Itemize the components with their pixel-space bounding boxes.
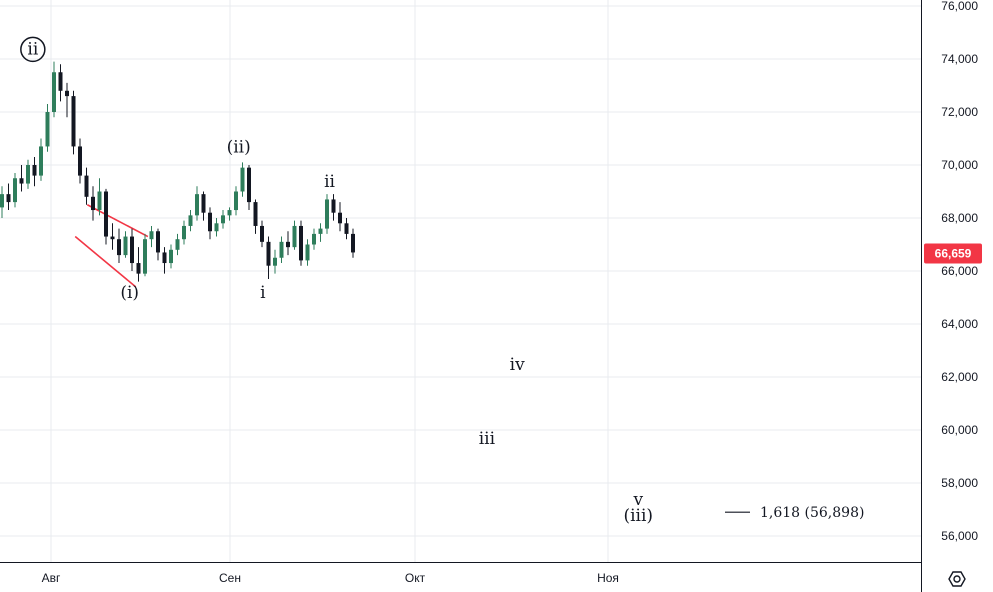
candle <box>58 64 63 102</box>
candle <box>234 186 238 216</box>
candles <box>0 61 355 282</box>
candle <box>253 199 258 234</box>
candle <box>214 218 219 237</box>
candle <box>182 220 186 245</box>
candle <box>175 233 180 256</box>
candle <box>260 220 264 248</box>
candle <box>65 82 69 118</box>
candle <box>6 183 11 211</box>
candle <box>305 239 310 266</box>
candle <box>201 191 206 221</box>
candle <box>344 218 349 240</box>
y-tick-label: 72,000 <box>941 105 978 119</box>
candle <box>195 186 199 221</box>
candle <box>169 244 173 269</box>
candle <box>331 194 336 221</box>
current-price-tag: 66,659 <box>924 243 982 264</box>
candle <box>156 228 160 261</box>
candle <box>78 138 82 184</box>
y-tick-label: 66,000 <box>941 264 978 278</box>
candle <box>136 247 141 282</box>
wave-label: ii <box>324 172 335 192</box>
candle <box>273 249 277 274</box>
candle <box>91 186 95 221</box>
candle <box>26 159 30 189</box>
wave-label: iv <box>510 355 525 375</box>
current-price-label: 66,659 <box>935 247 972 261</box>
x-tick-label: Ноя <box>597 571 619 585</box>
candle <box>247 165 251 211</box>
y-tick-label: 62,000 <box>941 370 978 384</box>
upper-trendline <box>86 204 149 238</box>
candle <box>110 223 115 250</box>
fib-level-label: 1,618 (56,898) <box>760 505 864 521</box>
candle <box>279 236 284 264</box>
fib-extension: 1,618 (56,898) <box>725 505 864 521</box>
candle <box>266 236 271 279</box>
candle <box>71 90 76 155</box>
candle <box>188 210 193 232</box>
candle <box>286 231 290 256</box>
candle <box>143 233 147 277</box>
candle <box>351 228 355 258</box>
candle <box>104 188 108 245</box>
x-tick-label: Окт <box>405 571 426 585</box>
grid <box>0 0 921 562</box>
candle <box>117 228 121 264</box>
y-tick-label: 70,000 <box>941 158 978 172</box>
y-tick-label: 68,000 <box>941 211 978 225</box>
y-tick-label: 58,000 <box>941 476 978 490</box>
candle <box>39 138 43 181</box>
candle <box>52 61 56 118</box>
y-tick-label: 64,000 <box>941 317 978 331</box>
candle <box>149 225 154 248</box>
y-tick-label: 60,000 <box>941 423 978 437</box>
lower-trendline <box>74 235 137 288</box>
x-tick-label: Авг <box>42 571 61 585</box>
candle <box>318 223 323 242</box>
candle <box>97 178 102 216</box>
candle <box>338 202 342 232</box>
candle <box>13 172 17 208</box>
y-tick-label: 56,000 <box>941 529 978 543</box>
candle <box>221 210 225 229</box>
candle <box>123 231 128 258</box>
candle <box>162 247 167 274</box>
candle <box>45 104 50 152</box>
candle <box>240 162 245 197</box>
candle <box>32 157 37 187</box>
wave-label: (i) <box>120 283 139 303</box>
trendlines <box>74 204 149 288</box>
y-tick-label: 76,000 <box>941 0 978 13</box>
wave-label: v <box>632 490 643 510</box>
candle <box>325 194 329 234</box>
gear-icon <box>948 571 966 587</box>
wave-label: ii <box>27 39 38 59</box>
candle <box>299 220 303 266</box>
x-tick-label: Сен <box>219 571 241 585</box>
chart-settings-button[interactable] <box>945 568 969 590</box>
candle <box>208 207 212 240</box>
current-price-badge <box>924 243 982 264</box>
wave-label: iii <box>479 429 496 449</box>
candle <box>130 228 134 271</box>
wave-label-circle <box>20 36 46 63</box>
wave-label: i <box>260 283 266 303</box>
candle <box>84 167 89 205</box>
wave-label: (iii) <box>623 506 653 526</box>
candle <box>19 165 24 192</box>
y-tick-label: 74,000 <box>941 52 978 66</box>
candle <box>292 220 297 250</box>
candle <box>0 186 4 218</box>
candle <box>312 228 316 250</box>
candle <box>227 207 232 221</box>
wave-label: (ii) <box>227 137 251 157</box>
